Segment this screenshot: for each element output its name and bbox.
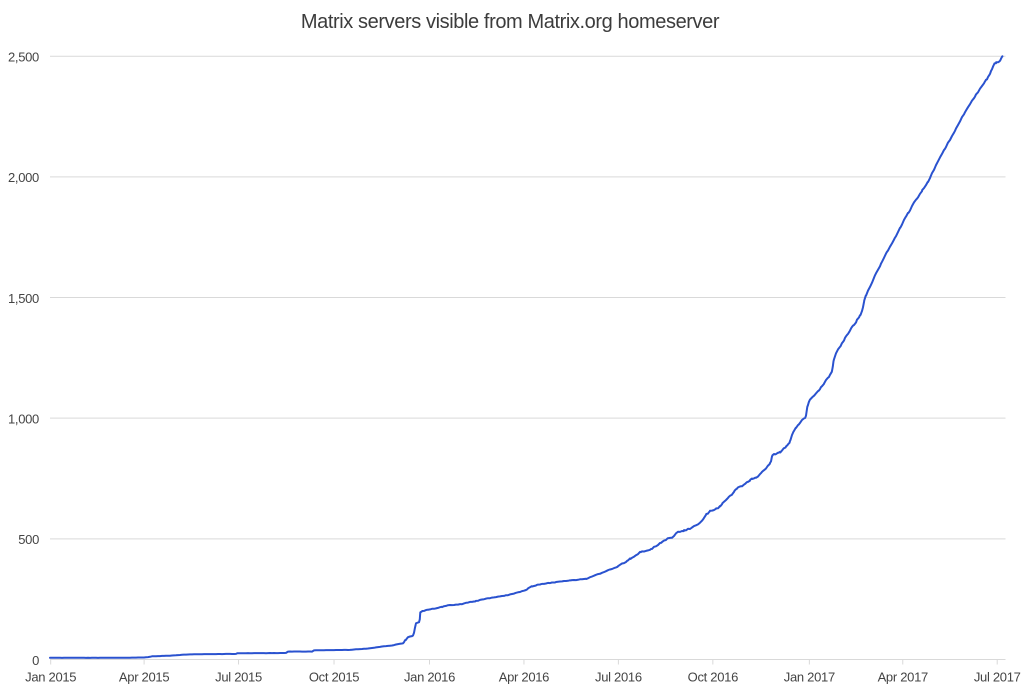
- svg-text:1,000: 1,000: [8, 411, 39, 426]
- svg-text:Apr 2016: Apr 2016: [499, 669, 549, 684]
- svg-text:2,000: 2,000: [8, 170, 39, 185]
- svg-text:Jan 2017: Jan 2017: [784, 669, 835, 684]
- svg-text:Apr 2017: Apr 2017: [878, 669, 928, 684]
- svg-text:1,500: 1,500: [8, 291, 39, 306]
- svg-text:Jan 2016: Jan 2016: [404, 669, 455, 684]
- svg-text:Jul 2017: Jul 2017: [974, 669, 1021, 684]
- svg-text:500: 500: [18, 532, 39, 547]
- svg-text:Jul 2016: Jul 2016: [595, 669, 642, 684]
- svg-text:Matrix servers visible from Ma: Matrix servers visible from Matrix.org h…: [301, 11, 720, 33]
- svg-text:2,500: 2,500: [8, 50, 39, 65]
- svg-text:Jul 2015: Jul 2015: [215, 669, 262, 684]
- svg-text:Jan 2015: Jan 2015: [25, 669, 76, 684]
- svg-text:Oct 2015: Oct 2015: [309, 669, 359, 684]
- svg-text:0: 0: [32, 653, 39, 668]
- svg-text:Apr 2015: Apr 2015: [119, 669, 169, 684]
- svg-text:Oct 2016: Oct 2016: [688, 669, 738, 684]
